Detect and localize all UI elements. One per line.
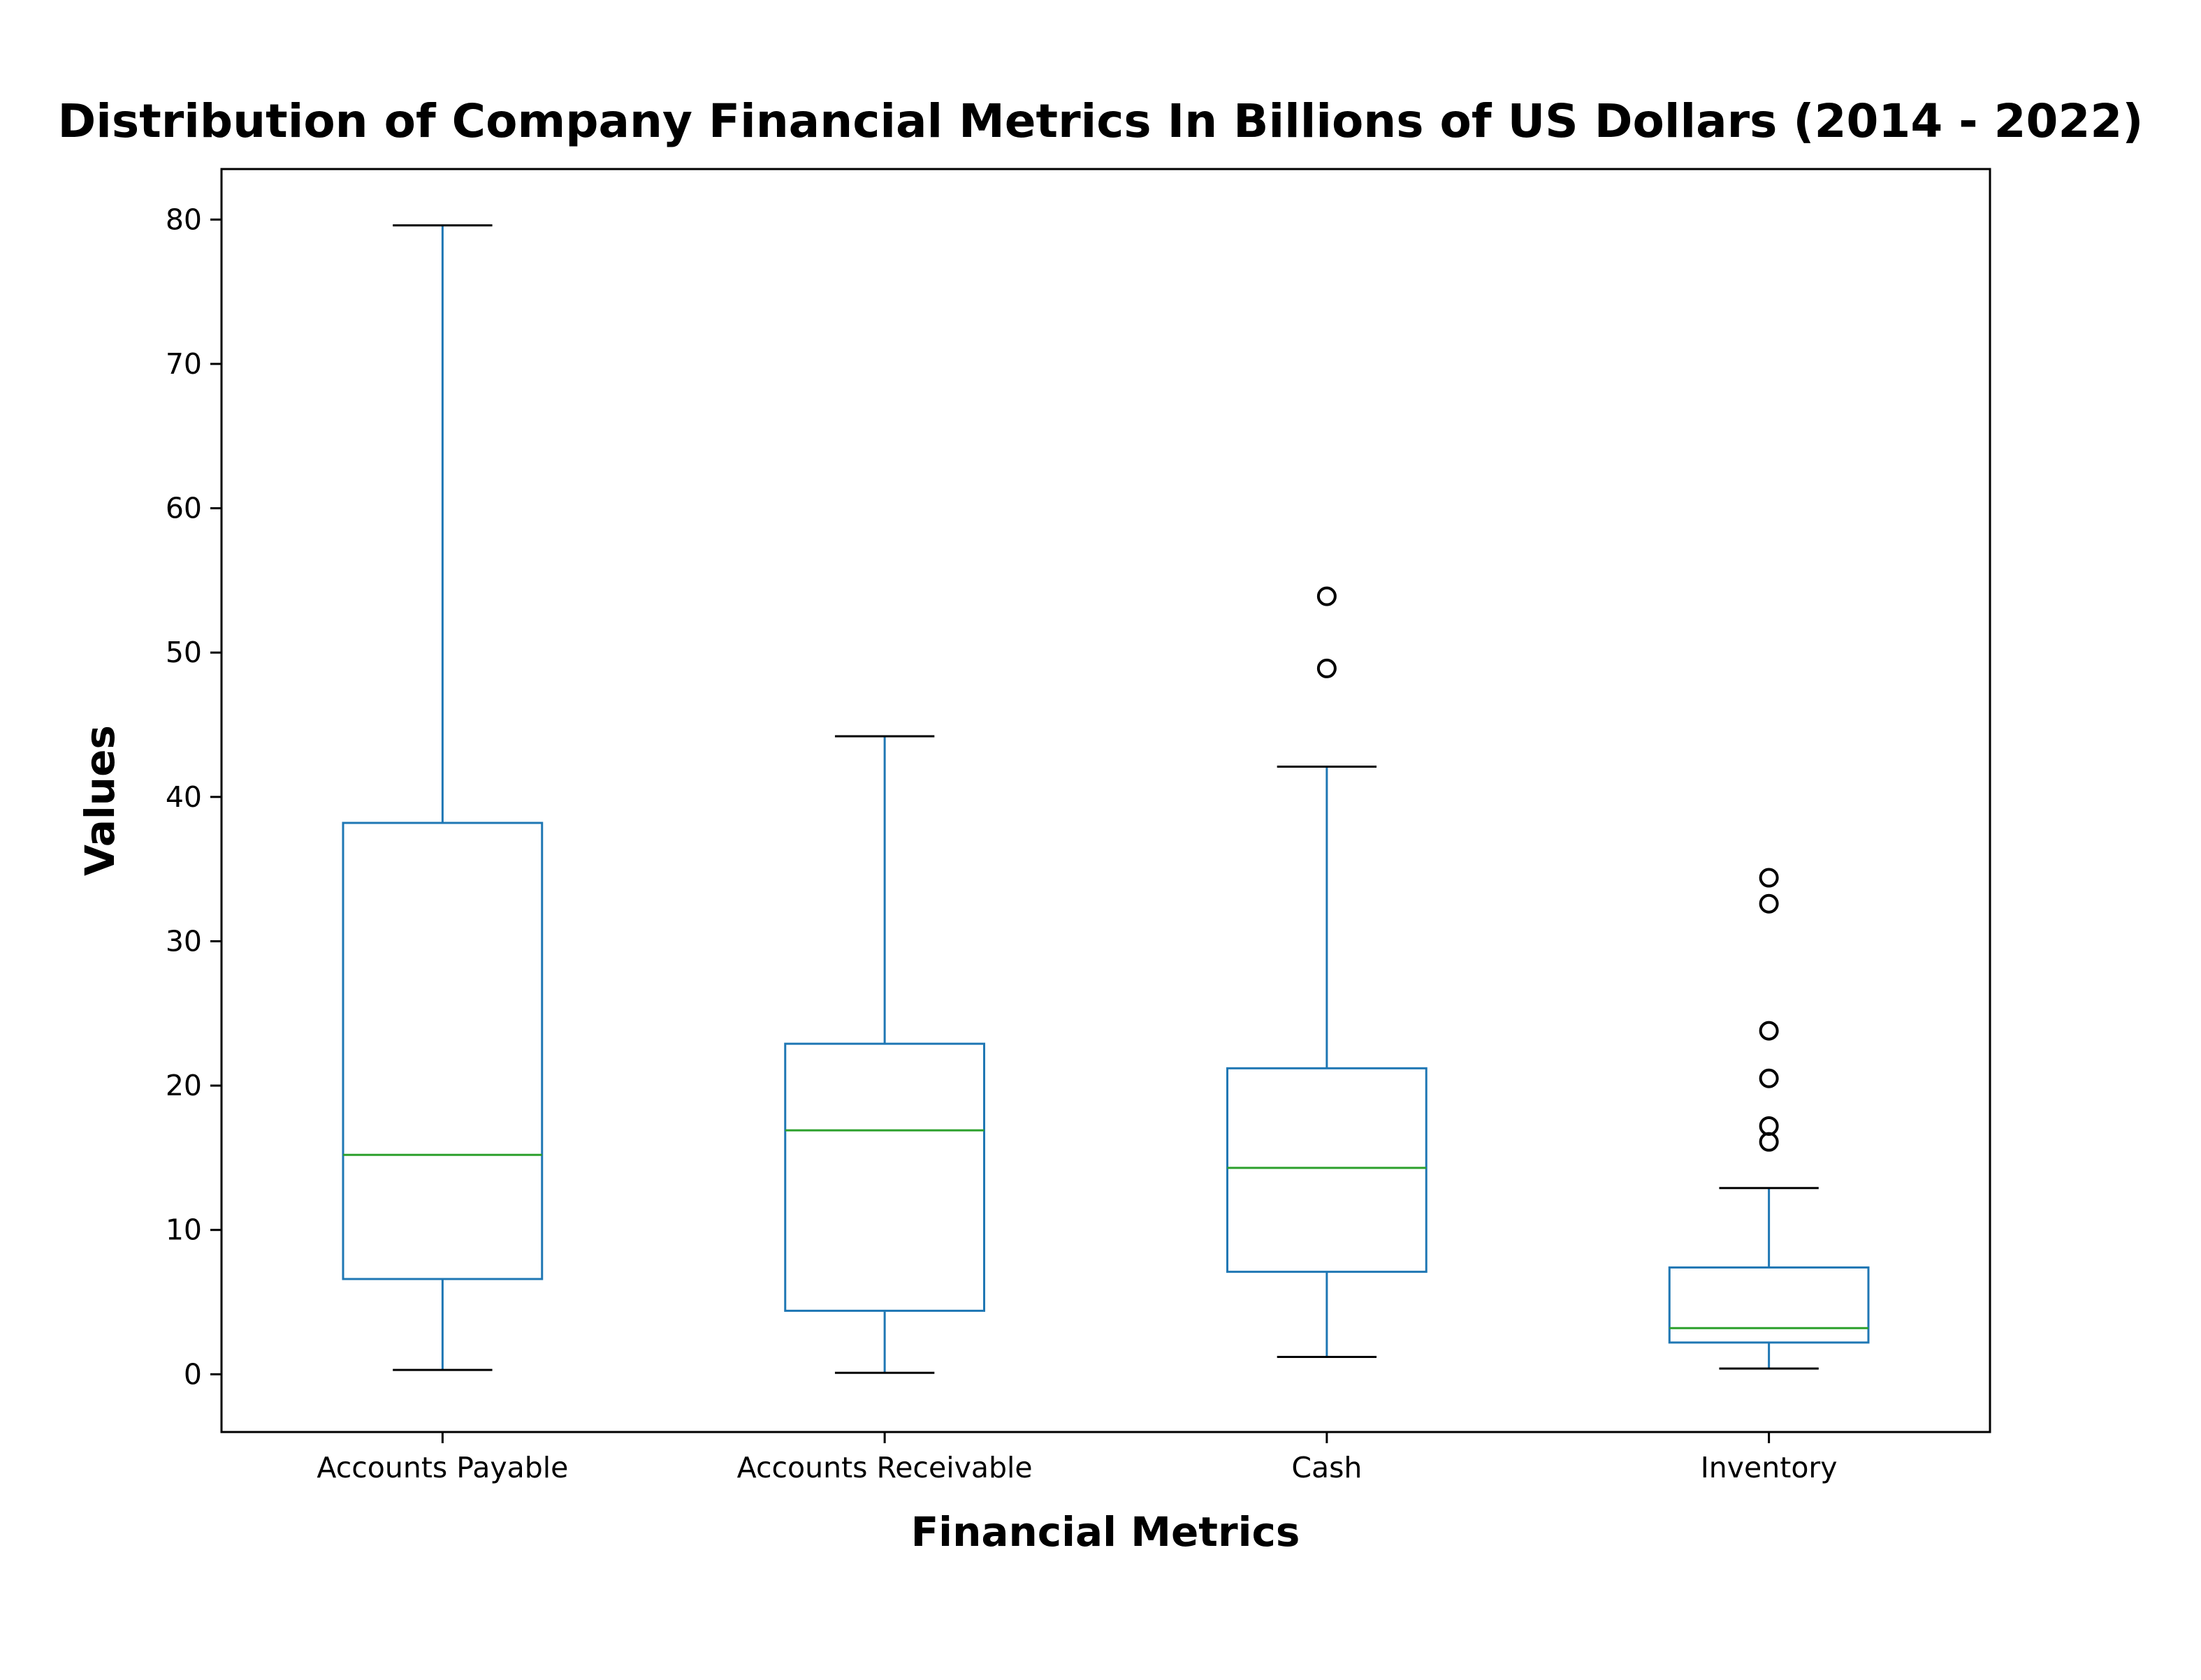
outlier-point-inventory <box>1759 1021 1779 1041</box>
outlier-point-inventory <box>1759 1068 1779 1088</box>
x-tick-label: Accounts Payable <box>317 1451 568 1484</box>
box-cash <box>1226 1067 1428 1273</box>
plot-frame <box>220 168 1991 1433</box>
outlier-point-cash <box>1316 658 1337 678</box>
y-tick-label: 70 <box>166 347 202 381</box>
box-accounts-payable <box>342 821 544 1280</box>
y-tick-label: 20 <box>166 1069 202 1102</box>
outlier-point-inventory <box>1759 1132 1779 1152</box>
outlier-point-inventory <box>1759 868 1779 888</box>
x-tick-label: Cash <box>1291 1451 1362 1484</box>
y-tick-label: 50 <box>166 636 202 669</box>
y-tick-label: 0 <box>184 1357 202 1391</box>
box-accounts-receivable <box>784 1042 985 1312</box>
y-tick-label: 40 <box>166 780 202 814</box>
x-tick-label: Accounts Receivable <box>737 1451 1033 1484</box>
outlier-point-inventory <box>1759 893 1779 914</box>
y-tick-label: 60 <box>166 492 202 525</box>
y-axis-label: Values <box>76 725 124 876</box>
chart-title: Distribution of Company Financial Metric… <box>58 94 2144 148</box>
x-axis-label: Financial Metrics <box>911 1508 1300 1556</box>
box-inventory <box>1668 1266 1870 1344</box>
x-tick-label: Inventory <box>1701 1451 1838 1484</box>
outlier-point-inventory <box>1759 1116 1779 1136</box>
y-tick-label: 30 <box>166 924 202 958</box>
y-tick-label: 10 <box>166 1213 202 1247</box>
y-tick-label: 80 <box>166 203 202 236</box>
plot-area: 0 10 20 30 40 50 60 70 80 Accounts Payable Account… <box>166 168 1991 1484</box>
outlier-point-cash <box>1316 586 1337 606</box>
